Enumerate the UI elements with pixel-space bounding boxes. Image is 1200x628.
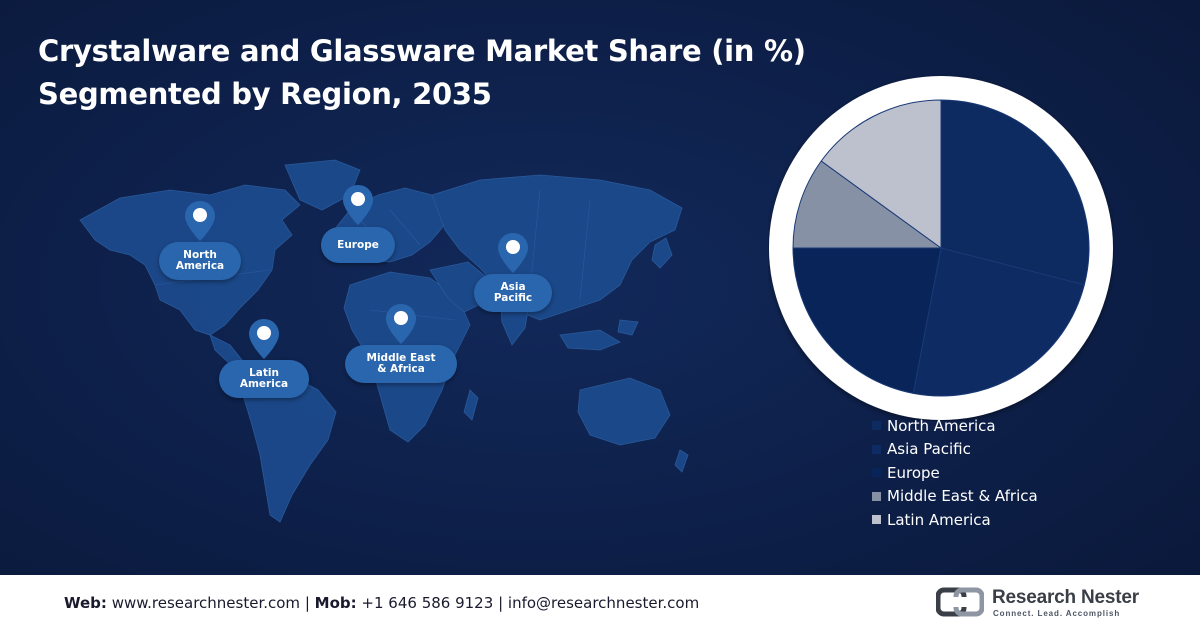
map-pin-icon [185,201,215,241]
chart-title-line1: Crystalware and Glassware Market Share (… [38,34,806,68]
legend-item-europe: Europe [872,461,1038,485]
phone-number: +1 646 586 9123 [361,594,494,612]
map-pin-icon [386,304,416,344]
map-pin-icon [343,185,373,225]
legend-item-north-america: North America [872,414,1038,438]
pie-slice-asia-pacific [912,247,1085,397]
map-pin-icon [249,319,279,359]
chart-legend: North America Asia Pacific Europe Middle… [872,414,1038,532]
world-map-graphic [79,159,689,523]
research-nester-logo: Research Nester Connect. Lead. Accomplis… [936,585,1156,621]
map-pin-icon [498,233,528,273]
region-label-latin-america: Latin America [219,360,309,398]
legend-swatch [872,444,881,454]
region-label-europe: Europe [321,227,395,263]
pie-slice-middle-east-africa [792,160,943,249]
legend-item-middle-east-africa: Middle East & Africa [872,485,1038,509]
legend-item-latin-america: Latin America [872,508,1038,532]
pie-chart [768,75,1114,421]
pie-chart-graphic [769,76,1113,420]
legend-swatch [872,491,881,501]
region-label-middle-east-africa: Middle East & Africa [345,345,457,383]
footer-bar: Web: www.researchnester.com | Mob: +1 64… [0,575,1200,628]
legend-item-asia-pacific: Asia Pacific [872,438,1038,462]
logo-mark-icon [936,587,984,617]
chart-title: Crystalware and Glassware Market Share (… [38,30,806,116]
legend-swatch [872,421,881,431]
legend-swatch [872,515,881,525]
web-link[interactable]: www.researchnester.com [111,594,301,612]
pie-slice-latin-america [820,99,942,249]
email-link[interactable]: info@researchnester.com [507,594,700,612]
pie-slice-north-america [940,99,1090,286]
region-label-asia-pacific: Asia Pacific [474,274,552,312]
region-label-north-america: North America [159,242,241,280]
contact-info: Web: www.researchnester.com | Mob: +1 64… [64,594,700,612]
world-map [60,150,700,530]
chart-title-line2: Segmented by Region, 2035 [38,77,492,111]
pie-slice-europe [792,247,942,394]
legend-swatch [872,468,881,478]
